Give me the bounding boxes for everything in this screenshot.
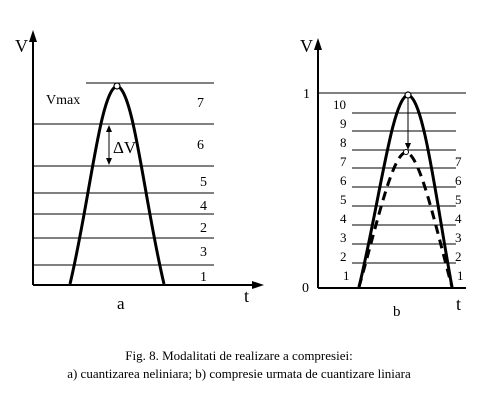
panel-a-level-label: 7 (197, 96, 204, 111)
panel-b-left-level-label: 5 (340, 192, 347, 207)
panel-a-y-arrow (29, 30, 37, 42)
figure-caption-line1: Fig. 8. Modalitati de realizare a compre… (125, 348, 353, 363)
panel-b-left-level-label: 9 (340, 116, 347, 131)
panel-b-right-level-label: 3 (455, 230, 462, 245)
panel-a-level-label: 4 (200, 199, 207, 214)
panel-b: V t 0 1 b 1 2 3 4 5 6 7 8 9 10 1 2 3 4 5… (300, 36, 466, 320)
panel-b-compressed-peak-marker (403, 149, 409, 155)
panel-b-left-level-label: 2 (340, 249, 347, 264)
panel-b-left-level-label: 1 (343, 268, 350, 283)
panel-a-level-label: 2 (200, 221, 207, 236)
panel-b-origin-label: 0 (302, 281, 309, 296)
panel-a-panel-label: a (117, 294, 125, 313)
panel-b-right-level-label: 5 (455, 192, 462, 207)
panel-b-left-level-label: 6 (340, 173, 347, 188)
panel-b-top-label: 1 (303, 87, 310, 102)
panel-a-level-label: 3 (200, 245, 207, 260)
panel-b-right-level-label: 4 (455, 211, 462, 226)
panel-a-level-label: 6 (197, 138, 204, 153)
panel-b-right-level-label: 2 (455, 249, 462, 264)
panel-a-vmax-label: Vmax (46, 93, 80, 108)
panel-b-peak-marker (404, 91, 412, 99)
panel-b-right-level-label: 6 (455, 173, 462, 188)
panel-b-left-level-label: 8 (340, 135, 347, 150)
panel-a-level-lines (33, 82, 214, 266)
panel-a-level-label: 1 (200, 270, 207, 285)
panel-a-level-label: 5 (200, 175, 207, 190)
panel-b-left-level-label: 10 (333, 97, 346, 112)
panel-b-x-axis-label: t (456, 294, 461, 314)
panel-b-left-level-label: 3 (340, 230, 347, 245)
panel-a-pulse-curve (68, 84, 166, 285)
panel-b-y-arrow (314, 38, 322, 50)
panel-b-left-level-label: 7 (340, 154, 347, 169)
figure-caption-line2: a) cuantizarea neliniara; b) compresie u… (67, 366, 411, 381)
panel-b-y-axis-label: V (300, 36, 313, 56)
panel-b-compressed-pulse (357, 150, 454, 288)
panel-b-right-level-label: 7 (455, 154, 462, 169)
panel-a-delta-label: ΔV (113, 138, 137, 157)
panel-b-original-pulse (357, 93, 454, 288)
panel-a-peak-marker (113, 82, 121, 90)
panel-a-x-axis-label: t (244, 286, 249, 306)
panel-a-x-arrow (252, 281, 264, 289)
panel-a: V t Vmax ΔV a 1 3 2 4 5 6 7 (15, 30, 264, 313)
panel-a-y-axis-label: V (15, 36, 28, 56)
panel-b-panel-label: b (393, 304, 401, 320)
panel-b-left-level-label: 4 (340, 211, 347, 226)
panel-b-right-level-label: 1 (457, 268, 464, 283)
